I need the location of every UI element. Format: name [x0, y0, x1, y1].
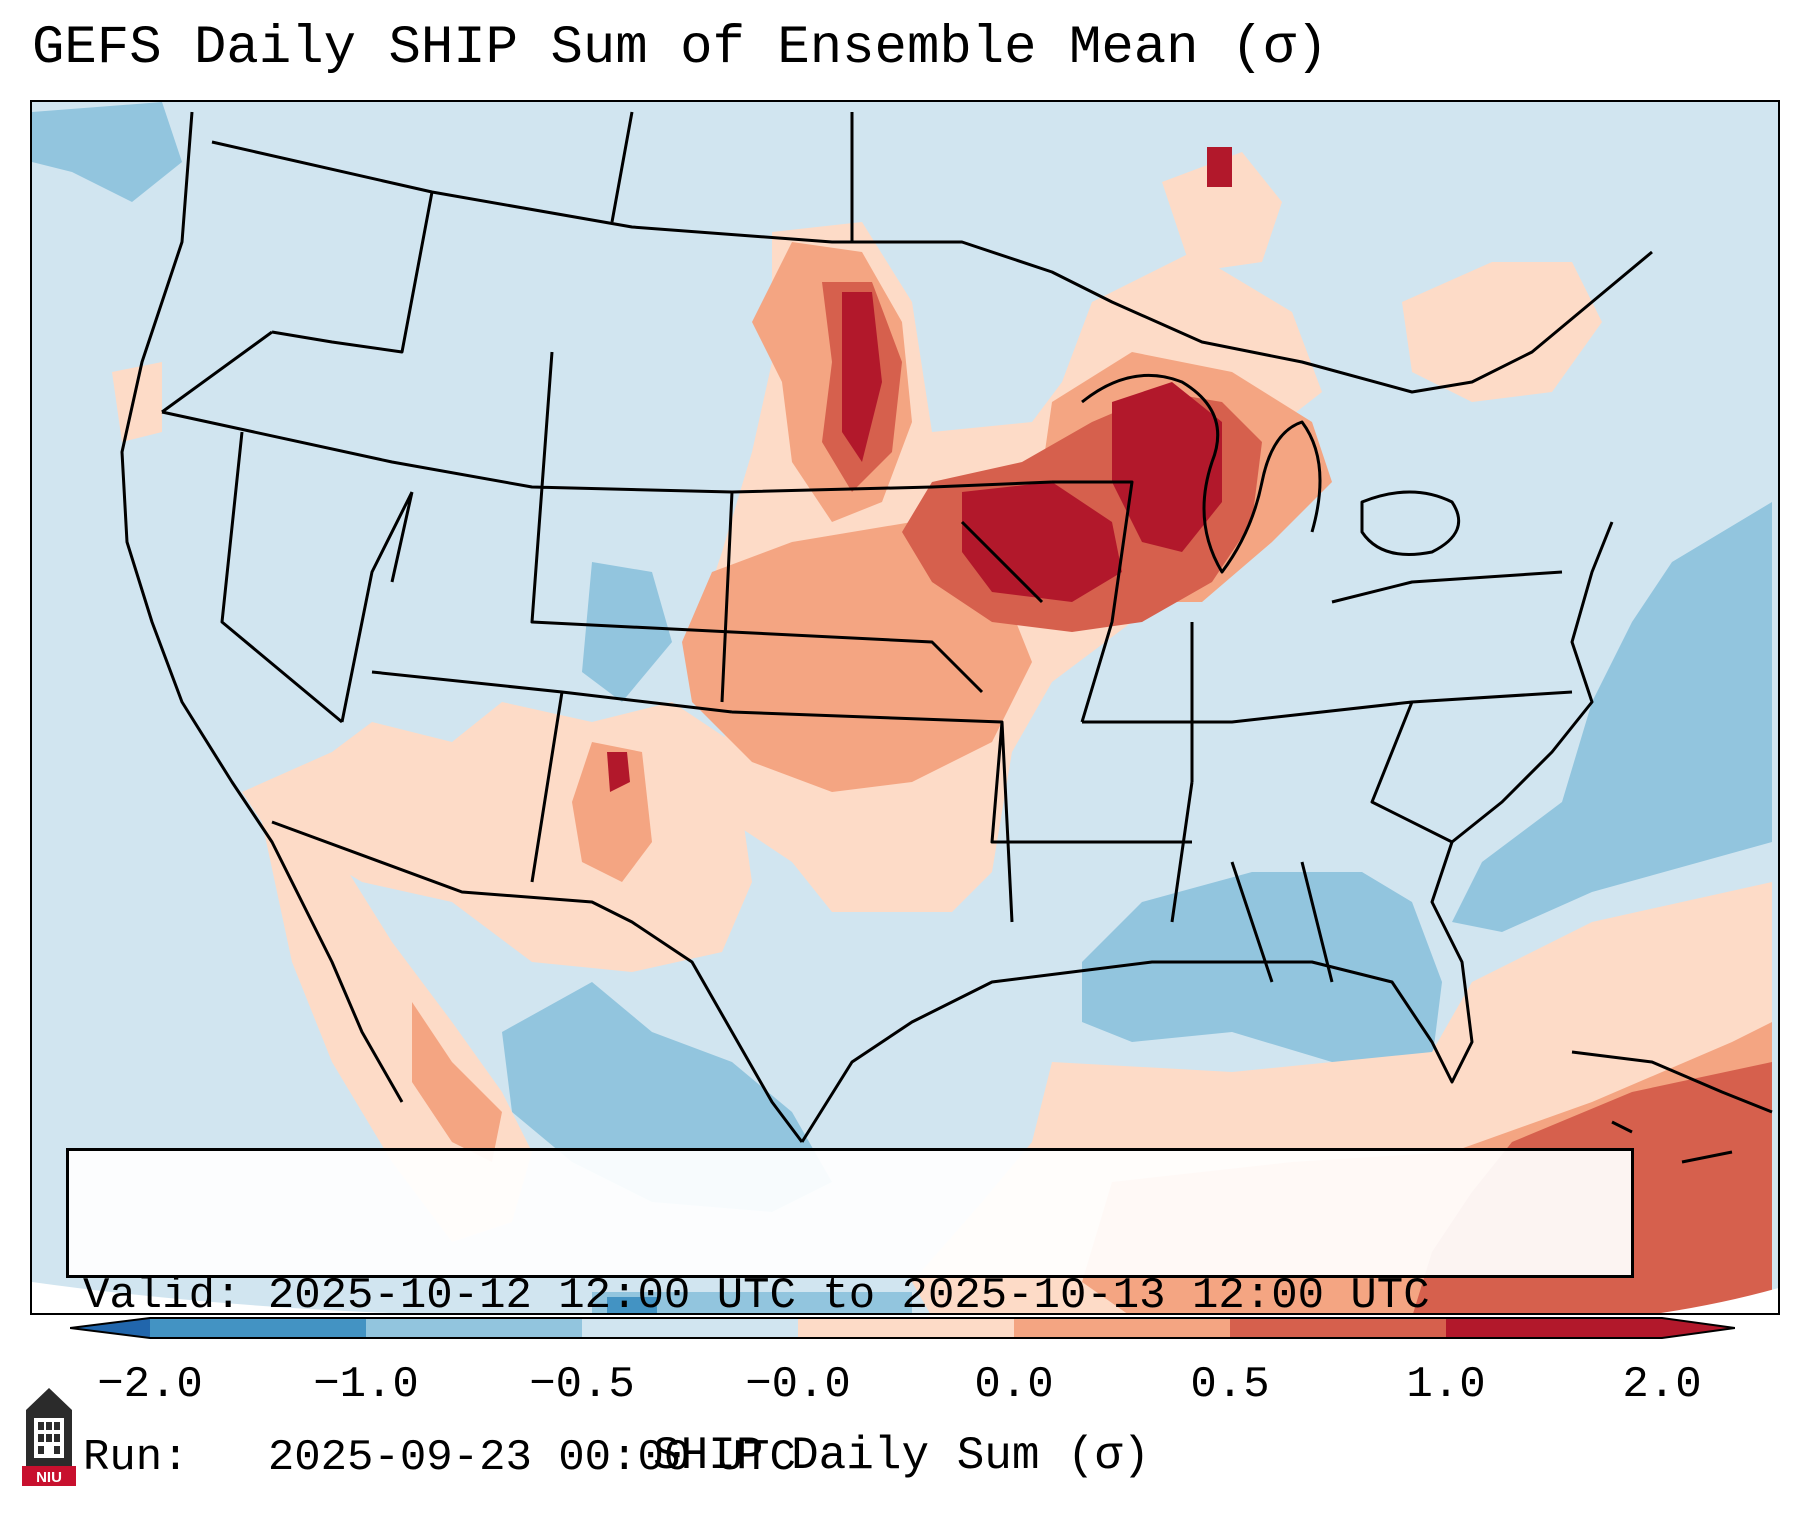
svg-text:NIU: NIU [36, 1469, 62, 1486]
gulf-coastline [800, 521, 1614, 1143]
colorbar-tick-4: −0.0 [745, 1360, 851, 1410]
colorbar-outline [70, 1317, 1735, 1339]
colorbar-tick-1: −2.0 [97, 1360, 203, 1410]
colorbar-label: SHIP Daily Sum (σ) [653, 1430, 1150, 1482]
us-canada-border [211, 140, 1653, 394]
southeast-negative-patch [1082, 872, 1442, 1062]
colorbar-extend-min [70, 1318, 150, 1338]
lower-deep-negative [607, 1297, 657, 1313]
colorbar-tick-2: −1.0 [313, 1360, 419, 1410]
colorbar-ticks: −2.0 −1.0 −0.5 −0.0 0.0 0.5 1.0 2.0 [0, 1360, 1803, 1420]
colorbar-segment-4 [798, 1318, 1014, 1338]
colorbar-segment-5 [1014, 1318, 1230, 1338]
colorbar-tick-8: 2.0 [1622, 1360, 1702, 1410]
valid-info-box: Valid: 2025-10-12 12:00 UTC to 2025-10-1… [66, 1148, 1634, 1483]
boundary-lines [120, 111, 1773, 1164]
university-tower-icon: NIU [22, 1388, 76, 1486]
colorbar-segment-2 [366, 1318, 582, 1338]
colorbar-segment-3 [582, 1318, 798, 1338]
caribbean-islands [1571, 1050, 1773, 1164]
great-lakes-outline [1081, 373, 1461, 574]
map-area [30, 100, 1780, 1315]
ontario-light-patch [1162, 152, 1282, 272]
nm-max-patch [607, 752, 630, 792]
west-coast-light-patch [112, 362, 162, 442]
colorbar-tick-5: 0.0 [974, 1360, 1054, 1410]
lower-negative-strip [592, 1292, 912, 1313]
atlantic-negative-patch [1452, 502, 1772, 932]
colorbar-extend-max [1662, 1318, 1735, 1338]
colorbar-segment-7 [1446, 1318, 1662, 1338]
state-border-lines [161, 111, 1573, 983]
domain-mask-bottom-right [1660, 1288, 1778, 1313]
mexico-medium-patch [412, 1002, 502, 1162]
iowa-max-patch [962, 482, 1122, 602]
nd-max-patch [842, 292, 882, 462]
colorbar-tick-3: −0.5 [529, 1360, 635, 1410]
colorbar-tick-7: 1.0 [1406, 1360, 1486, 1410]
ontario-max-patch [1207, 147, 1232, 187]
us-mexico-border [271, 820, 804, 1143]
pacific-negative-patch [32, 102, 182, 202]
wisconsin-michigan-max-patch [1112, 382, 1222, 552]
run-time-line: Run: 2025-09-23 00:00 UTC [83, 1433, 796, 1483]
new-mexico-medium-patch [572, 742, 652, 882]
valid-time-line: Valid: 2025-10-12 12:00 UTC to 2025-10-1… [83, 1271, 1430, 1321]
west-coastline [120, 111, 404, 1103]
colorbar-segment-1 [150, 1318, 366, 1338]
positive-max-layer [607, 147, 1232, 792]
anomaly-map [32, 102, 1778, 1313]
domain-mask-bottom-left [32, 1282, 390, 1313]
colorado-negative-patch [582, 562, 672, 702]
colorbar-tick-6: 0.5 [1190, 1360, 1270, 1410]
map-title: GEFS Daily SHIP Sum of Ensemble Mean (σ) [32, 18, 1329, 79]
niu-logo: NIU [22, 1388, 76, 1486]
colorbar [70, 1317, 1735, 1339]
colorbar-segment-6 [1230, 1318, 1446, 1338]
quebec-light-patch [1402, 262, 1602, 402]
